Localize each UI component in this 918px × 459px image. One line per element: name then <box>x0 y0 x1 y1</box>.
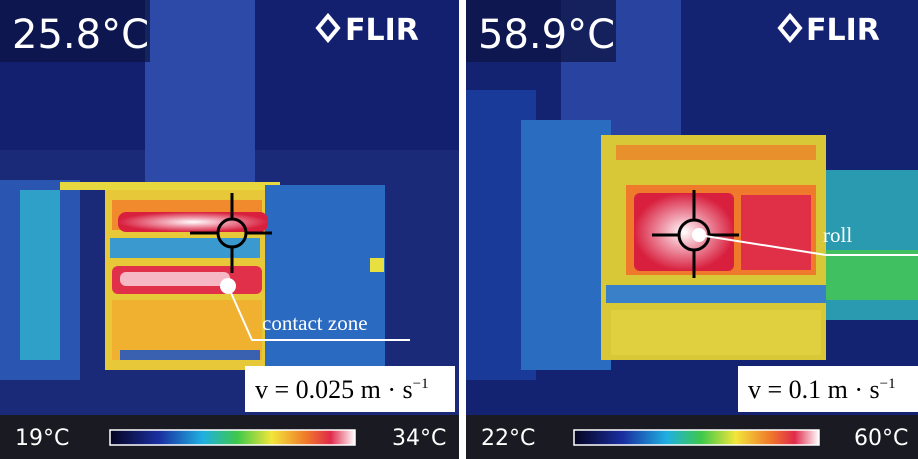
brand-logo: FLIR <box>345 13 419 48</box>
thermal-panel: contact zone 25.8°C FLIR v = 0.025 m · s… <box>0 0 459 459</box>
figure: contact zone 25.8°C FLIR v = 0.025 m · s… <box>0 0 918 459</box>
annotation: roll <box>823 223 852 247</box>
speed-label: v = 0.1 m · s−1 <box>748 375 896 404</box>
brand-logo: FLIR <box>806 13 880 48</box>
scale-max: 34°C <box>392 426 446 451</box>
speed-label: v = 0.025 m · s−1 <box>255 375 429 404</box>
scale-min: 19°C <box>15 426 69 451</box>
temperature-reading: 58.9°C <box>478 12 615 58</box>
annotation: contact zone <box>262 311 368 335</box>
scale-max: 60°C <box>854 426 908 451</box>
thermal-panel: roll 58.9°C FLIR v = 0.1 m · s−1 22°C 60… <box>466 0 918 459</box>
temperature-reading: 25.8°C <box>12 12 149 58</box>
scale-min: 22°C <box>481 426 535 451</box>
